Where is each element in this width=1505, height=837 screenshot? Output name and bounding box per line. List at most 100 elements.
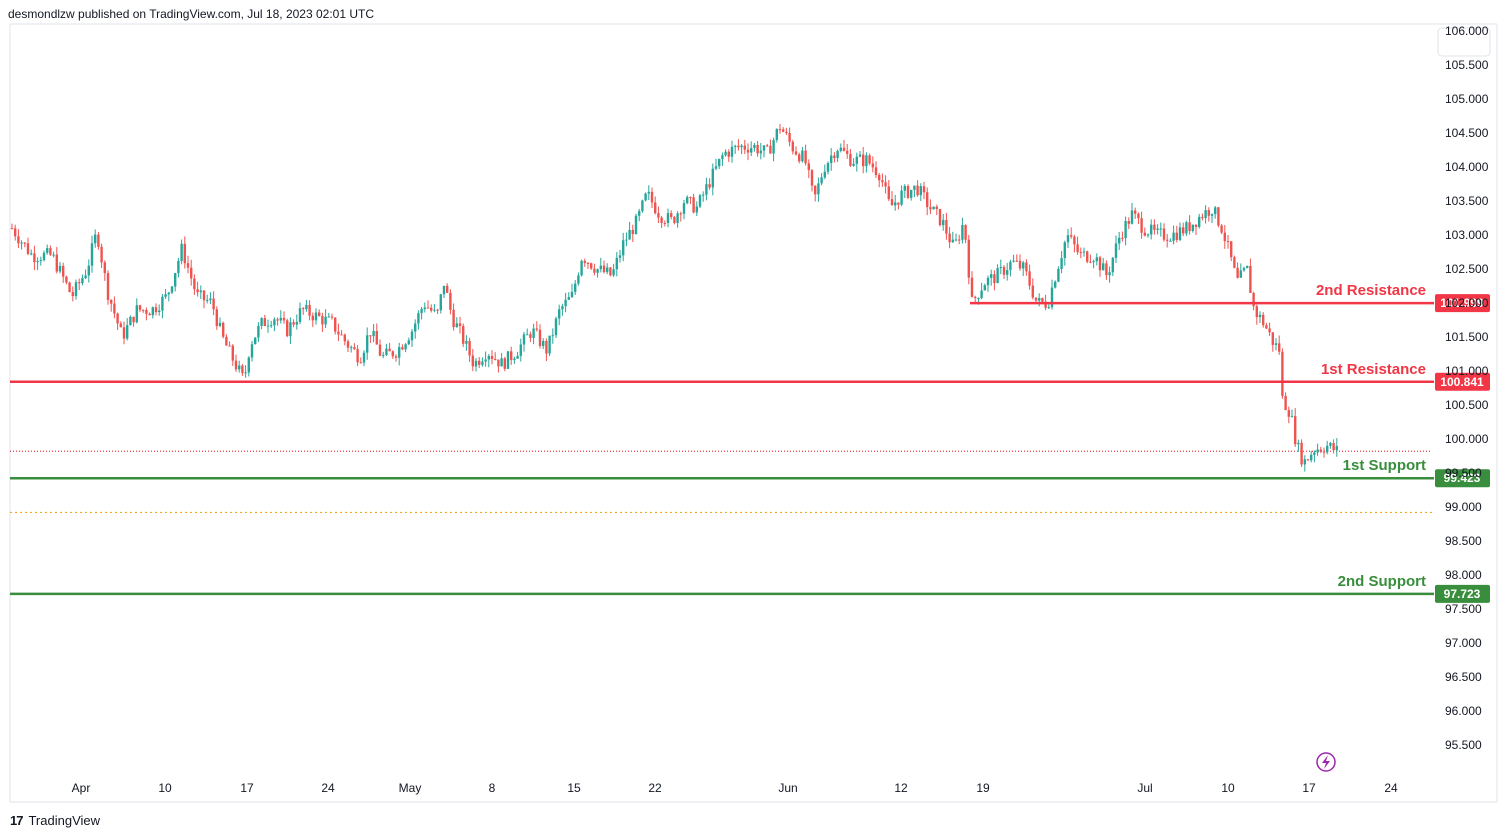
candle-body xyxy=(1326,445,1329,453)
candle-body xyxy=(1018,260,1022,269)
candle-body xyxy=(391,351,394,357)
candle-body xyxy=(618,255,622,258)
candle-body xyxy=(497,359,500,367)
candle-body xyxy=(788,133,791,142)
candle-body xyxy=(378,344,382,356)
candle-body xyxy=(401,347,404,350)
plot-frame xyxy=(9,23,1498,803)
candle-body xyxy=(906,185,910,198)
candle-body xyxy=(375,330,378,345)
candle-body xyxy=(1329,443,1332,446)
candle-body xyxy=(647,191,650,194)
candle-body xyxy=(478,360,481,365)
candle-body xyxy=(1105,263,1108,276)
price-tick-label: 100.500 xyxy=(1445,398,1489,412)
candle-body xyxy=(318,312,321,316)
price-tick-label: 105.500 xyxy=(1445,58,1489,72)
candle-body xyxy=(650,191,654,203)
candle-body xyxy=(1258,314,1262,318)
candle-body xyxy=(1050,287,1054,308)
tradingview-logo-icon: 17 xyxy=(10,812,24,828)
candle-body xyxy=(1022,262,1025,269)
candle-body xyxy=(702,194,705,196)
candle-body xyxy=(90,243,94,266)
level-price-tag xyxy=(1435,584,1490,603)
candle-body xyxy=(970,277,974,297)
time-tick-label: Apr xyxy=(72,781,91,795)
candle-body xyxy=(756,144,759,154)
candle-body xyxy=(174,273,177,287)
candle-body xyxy=(945,220,948,234)
candle-body xyxy=(535,328,538,330)
candle-body xyxy=(622,240,625,256)
candle-body xyxy=(167,292,170,295)
candle-body xyxy=(964,225,967,240)
time-tick-label: 17 xyxy=(1302,781,1316,795)
candle-body xyxy=(522,334,526,345)
candle-body xyxy=(682,203,686,214)
candle-body xyxy=(327,316,330,318)
candle-body xyxy=(10,228,14,230)
candle-body xyxy=(852,163,855,166)
candle-body xyxy=(471,355,474,367)
candle-body xyxy=(279,317,282,321)
time-tick-label: 22 xyxy=(648,781,662,795)
candle-body xyxy=(1313,452,1316,455)
candle-body xyxy=(948,233,951,243)
candle-body xyxy=(1127,220,1130,224)
price-axis[interactable]: 106.000 105.500 105.000 104.500 104.000 103.5… xyxy=(1445,24,1489,752)
price-tick-label: 97.500 xyxy=(1445,602,1482,616)
candle-body xyxy=(1182,227,1185,234)
candle-body xyxy=(1223,232,1226,242)
candle-body xyxy=(442,285,446,295)
candle-body xyxy=(414,323,417,332)
time-tick-label: May xyxy=(399,781,422,795)
support-resistance-levels[interactable]: 2nd Resistance 101.999 1st Resistance 100.8… xyxy=(10,282,1490,603)
candle-body xyxy=(740,145,743,148)
candle-body xyxy=(1281,351,1284,396)
candle-body xyxy=(724,151,727,156)
price-tick-label: 95.500 xyxy=(1445,738,1482,752)
candle-body xyxy=(548,335,551,354)
candle-body xyxy=(942,220,945,226)
candle-body xyxy=(295,321,298,325)
candle-body xyxy=(154,307,158,313)
candle-body xyxy=(231,345,234,361)
time-tick-label: 19 xyxy=(976,781,990,795)
candle-body xyxy=(407,340,410,345)
candle-body xyxy=(580,260,583,276)
candle-body xyxy=(410,331,414,341)
dotted-lines xyxy=(10,450,1432,514)
candle-body xyxy=(1220,225,1223,233)
candle-body xyxy=(20,242,23,244)
candle-body xyxy=(1242,268,1246,271)
candle-body xyxy=(673,217,676,223)
candle-body xyxy=(170,286,174,293)
candle-body xyxy=(932,206,935,210)
candle-body xyxy=(1172,232,1175,241)
candle-body xyxy=(874,167,878,176)
candle-body xyxy=(1322,451,1326,453)
candle-body xyxy=(862,154,865,167)
candle-body xyxy=(1002,267,1006,275)
icon-layer xyxy=(1316,752,1336,772)
axis-settings-box[interactable] xyxy=(1437,27,1491,57)
candle-body xyxy=(599,265,602,270)
candle-body xyxy=(1015,260,1018,262)
footer-brand[interactable]: 17 TradingView xyxy=(10,811,100,829)
candle-body xyxy=(570,291,574,298)
candle-body xyxy=(426,307,430,309)
candle-body xyxy=(951,239,954,243)
time-axis[interactable]: Apr 10 17 24 May 8 15 22 Jun 12 19 Jul 10 17 24 xyxy=(72,781,1398,795)
price-tick-label: 96.000 xyxy=(1445,704,1482,718)
candle-body xyxy=(1271,332,1274,345)
price-tick-label: 100.000 xyxy=(1445,432,1489,446)
candle-body xyxy=(842,147,846,151)
candle-body xyxy=(302,308,305,310)
candle-body xyxy=(356,349,359,363)
level-price-tag-label: 101.999 xyxy=(1440,296,1484,310)
candle-body xyxy=(260,318,263,326)
candle-body xyxy=(382,354,385,356)
candle-body xyxy=(62,265,65,277)
